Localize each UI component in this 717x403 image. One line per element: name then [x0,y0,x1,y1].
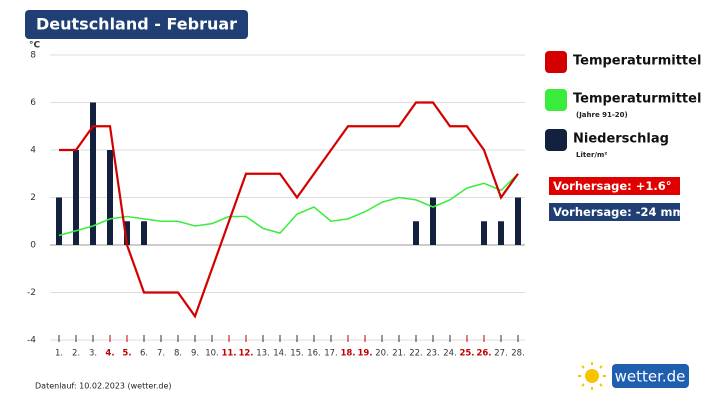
legend-label: Temperaturmittel [573,92,701,107]
annotation-box [549,177,680,195]
x-tick-label: 13. [256,349,270,359]
x-tick-label: 27. [494,349,508,359]
title-box [25,10,248,39]
bar [107,150,113,245]
y-tick-label: 4 [30,146,36,156]
x-tick-label: 25. [459,349,474,359]
bar [90,102,96,245]
bar [481,221,487,245]
x-tick-label: 14. [273,349,287,359]
x-tick-label: 16. [307,349,321,359]
x-tick-label: 6. [140,349,148,359]
x-tick-label: 20. [375,349,389,359]
y-tick-label: 2 [30,193,36,203]
x-tick-label: 12. [238,349,253,359]
x-tick-label: 22. [409,349,423,359]
x-tick-label: 9. [191,349,199,359]
x-tick-label: 23. [426,349,440,359]
logo-box [612,364,689,388]
y-axis-label: °C [29,41,41,51]
legend-swatch [545,51,567,73]
x-tick-label: 1. [55,349,63,359]
annotation: Vorhersage: -24 mm [553,205,685,219]
x-tick-label: 18. [340,349,355,359]
bar [498,221,504,245]
x-tick-label: 24. [443,349,457,359]
logo-sun [578,362,606,390]
x-tick-label: 28. [511,349,525,359]
x-tick-label: 15. [290,349,304,359]
logo: wetter.de [615,368,686,386]
bar [73,150,79,245]
legend-label: Temperaturmittel [573,54,701,69]
bar [56,197,62,245]
line [58,173,519,237]
x-tick-label: 8. [174,349,182,359]
x-tick-label: 4. [105,349,114,359]
x-tick-label: 21. [392,349,406,359]
bar [124,221,130,245]
x-tick-label: 3. [89,349,97,359]
x-tick-label: 19. [357,349,372,359]
bar [413,221,419,245]
x-tick-label: 10. [205,349,219,359]
x-tick-label: 11. [221,349,236,359]
x-tick-label: 5. [122,349,131,359]
annotation: Vorhersage: +1.6° [553,179,672,193]
x-tick-label: 17. [324,349,338,359]
legend-label: Niederschlag [573,132,669,147]
y-tick-label: -4 [27,336,36,346]
bar [430,197,436,245]
footnote: Datenlauf: 10.02.2023 (wetter.de) [35,382,172,391]
bar [515,197,521,245]
annotation-box [549,203,680,221]
legend-swatch [545,129,567,151]
legend-note: Liter/m² [576,151,607,159]
chart-title: Deutschland - Februar [36,15,237,34]
bar [141,221,147,245]
legend-note: (Jahre 91-20) [576,111,628,119]
y-tick-label: -2 [27,288,36,298]
y-tick-label: 6 [30,98,36,108]
line [59,101,519,319]
x-tick-label: 26. [476,349,491,359]
x-tick-label: 7. [157,349,165,359]
legend-swatch [545,89,567,111]
y-tick-label: 0 [30,241,36,251]
x-tick-label: 2. [72,349,80,359]
y-tick-label: 8 [30,51,36,61]
